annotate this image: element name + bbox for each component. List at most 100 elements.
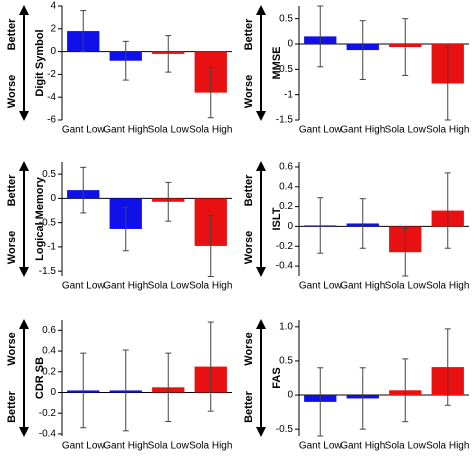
error-bar [80,166,87,214]
y-tick-label: 0.5 [279,356,293,367]
x-tick-label: Gant Low [62,281,106,292]
error-bar [444,328,451,406]
arrow-label-bottom: Better [243,390,255,423]
x-tick-label: Gant Low [299,125,343,136]
error-bar [122,206,129,252]
error-bar [165,352,172,422]
y-axis-label: CDR SB [34,357,46,399]
y-tick-label: -0.2 [39,408,57,419]
y-tick-label: -0.5 [39,217,57,228]
y-axis-label: ISLT [271,207,283,230]
x-tick-label: Sola High [426,125,469,136]
y-tick-label: -0.5 [276,424,294,435]
arrow-label-top: Better [243,18,255,51]
error-bar [359,20,366,80]
y-tick-label: 0 [287,390,293,401]
x-tick-label: Sola Low [385,281,427,292]
y-tick-label: -0.4 [39,429,57,440]
arrow-label-top: Worse [6,332,18,365]
error-bar [444,46,451,121]
arrow-label-bottom: Better [6,390,18,423]
arrow-label-bottom: Worse [243,231,255,264]
error-bar [80,352,87,429]
y-tick-label: 0.4 [279,181,293,192]
x-tick-label: Sola High [426,281,469,292]
x-tick-label: Gant High [340,125,385,136]
y-tick-label: -1 [47,242,56,253]
x-tick-label: Gant Low [62,441,106,452]
arrow-label-top: Better [6,174,18,207]
error-bar [402,227,409,277]
y-tick-label: 0.6 [42,325,56,336]
x-tick-label: Sola High [189,441,232,452]
error-bar [207,214,214,277]
y-tick-label: -6 [47,115,56,126]
y-tick-label: -1.5 [39,266,57,277]
arrow-label-top: Worse [243,332,255,365]
y-tick-label: 1.0 [279,321,293,332]
x-tick-label: Gant Low [299,441,343,452]
error-bar [122,349,129,432]
y-tick-label: -0.5 [276,64,294,75]
x-tick-label: Sola Low [385,441,427,452]
arrow-label-bottom: Worse [6,75,18,108]
error-bar [359,367,366,430]
y-tick-label: 0 [50,193,56,204]
x-tick-label: Sola Low [385,125,427,136]
y-tick-label: 4 [50,1,56,12]
x-tick-label: Gant High [103,281,148,292]
y-tick-label: 0 [50,387,56,398]
arrow-label-bottom: Worse [243,75,255,108]
x-tick-label: Gant High [103,441,148,452]
x-tick-label: Gant High [103,125,148,136]
y-tick-label: -2 [47,69,56,80]
y-tick-label: 0 [287,221,293,232]
error-bar [122,40,129,81]
x-tick-label: Sola Low [148,281,190,292]
y-tick-label: 0.2 [279,201,293,212]
error-bar [207,321,214,412]
x-tick-label: Gant High [340,441,385,452]
panel: -0.4 -0.2 0 0.2 0.4 0.6 ISLT Better Worse Gant Lo… [243,161,469,292]
error-bar [317,5,324,68]
x-tick-label: Sola Low [148,125,190,136]
panel: -0.4 -0.2 0 0.2 0.4 0.6 CDR SB Worse Better Gant … [6,319,232,452]
y-tick-label: 0.2 [42,366,56,377]
y-tick-label: 0 [50,46,56,57]
y-tick-label: -0.2 [276,241,294,252]
x-tick-label: Sola High [426,441,469,452]
y-tick-label: 0.4 [42,346,56,357]
error-bar [359,198,366,249]
y-axis-label: MMSE [271,47,283,80]
error-bar [444,172,451,249]
error-bar [165,181,172,222]
y-tick-label: 0.6 [279,162,293,173]
y-tick-label: -0.4 [276,261,294,272]
y-tick-label: 0 [287,39,293,50]
x-tick-label: Sola Low [148,441,190,452]
error-bar [80,10,87,53]
y-tick-label: 0.5 [279,13,293,24]
error-bar [317,197,324,254]
error-bar [317,367,324,437]
panel: -6 -4 -2 0 2 4 Digit Symbol Better Worse Gant Low… [6,1,233,136]
y-tick-label: 0.5 [42,169,56,180]
x-tick-label: Gant Low [62,125,106,136]
x-tick-label: Gant Low [299,281,343,292]
y-tick-label: -1 [284,89,293,100]
error-bar [165,35,172,73]
x-tick-label: Sola High [189,125,232,136]
y-tick-label: -4 [47,92,56,103]
error-bar [402,358,409,423]
error-bar [402,18,409,76]
error-bar [207,67,214,119]
arrow-label-bottom: Worse [6,231,18,264]
y-axis-label: Logical Memory [34,176,46,261]
y-tick-label: -1.5 [276,115,294,126]
y-tick-label: 2 [50,23,56,34]
x-tick-label: Gant High [340,281,385,292]
y-axis-label: FAS [271,367,283,388]
